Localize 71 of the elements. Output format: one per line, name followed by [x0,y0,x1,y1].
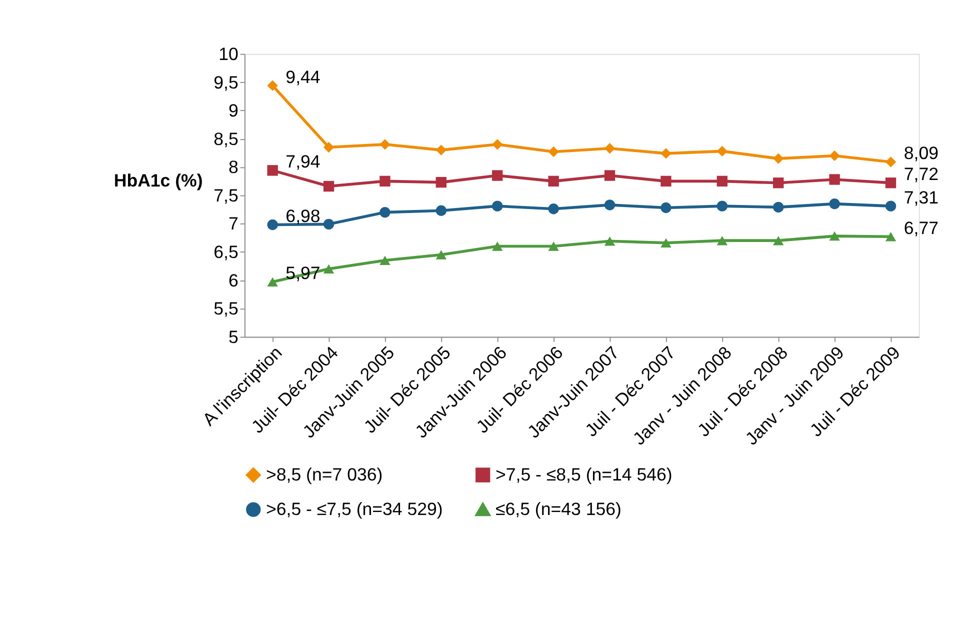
point [604,200,616,210]
point [885,232,896,242]
point [267,165,278,176]
point [604,236,616,246]
y-tick-label: 9 [228,100,238,121]
y-tick-label: 7 [228,214,238,234]
point [492,139,503,150]
point [380,139,390,150]
y-tick-label: 10 [218,44,238,64]
point [323,264,334,274]
point [323,218,334,230]
point [436,250,447,260]
y-tick-label: 5 [228,326,238,347]
point [436,176,447,188]
point [380,206,390,218]
point [716,176,728,187]
point [773,153,784,164]
y-tick-label: 8,5 [214,128,238,149]
point [885,156,896,168]
point [660,202,672,214]
point [660,148,672,159]
point [267,80,278,91]
point [829,174,840,185]
point [267,277,278,287]
point [436,205,447,216]
point [604,170,616,181]
point [716,146,728,157]
point [380,256,390,266]
point [323,142,334,153]
point [773,236,784,246]
point [829,231,840,241]
y-axis-title: HbA1c (%) [114,170,203,190]
point [548,204,559,214]
point [492,200,503,212]
data-label: 6,98 [286,206,320,226]
y-tick-label: 7,5 [214,185,238,206]
data-label: 7,31 [904,187,939,208]
legend-label: >8,5 (n=7 036) [266,464,383,485]
point [829,150,840,162]
data-label: 9,44 [286,66,320,87]
data-label: 8,09 [904,143,939,164]
point [885,200,896,212]
point [604,143,616,154]
y-tick-label: 6 [228,270,238,290]
point [436,144,447,156]
legend-label: ≤6,5 (n=43 156) [495,499,622,520]
point [716,236,728,246]
point [492,170,503,181]
point [660,238,672,248]
y-tick-label: 5,5 [214,298,238,319]
point [548,242,559,251]
point [829,198,840,210]
legend-label: >6,5 - ≤7,5 (n=34 529) [266,499,443,520]
point [548,146,559,158]
point [773,202,784,213]
point [492,242,503,251]
point [323,180,334,192]
point [716,200,728,212]
point [548,176,559,187]
point [773,178,784,188]
point [380,176,390,187]
data-label: 7,72 [904,164,938,184]
y-tick-label: 8 [228,157,238,178]
data-label: 7,94 [286,152,320,172]
y-tick-label: 9,5 [214,72,238,92]
y-tick-label: 6,5 [214,242,238,262]
point [885,178,896,188]
legend-label: >7,5 - ≤8,5 (n=14 546) [495,464,672,485]
point [660,176,672,187]
point [267,219,278,230]
data-label: 6,77 [904,218,938,238]
